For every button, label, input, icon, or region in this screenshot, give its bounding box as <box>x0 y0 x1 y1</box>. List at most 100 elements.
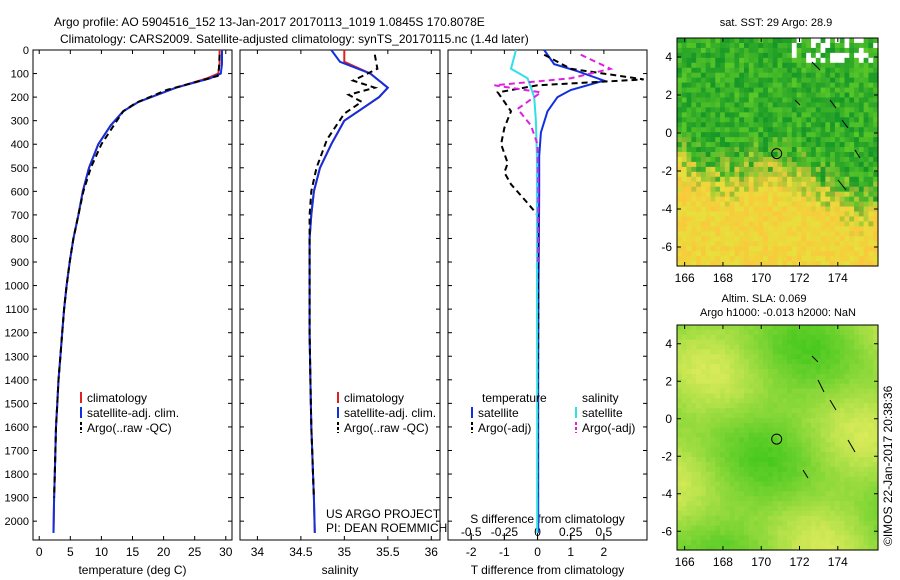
map-cell <box>820 226 826 232</box>
map-cell <box>772 432 779 439</box>
map-cell <box>696 383 702 390</box>
map-cell <box>767 142 774 148</box>
map-cell <box>758 417 764 424</box>
map-cell <box>796 226 803 232</box>
map-cell <box>724 241 731 247</box>
map-cell <box>758 142 764 148</box>
map-cell <box>767 520 774 527</box>
map-cell <box>787 256 793 262</box>
map-cell <box>705 62 712 69</box>
map-cell <box>834 216 841 222</box>
map-cell <box>782 142 788 148</box>
map-cell <box>715 378 721 385</box>
map-cell <box>801 364 807 370</box>
map-cell <box>854 466 860 473</box>
map-cell <box>782 408 788 414</box>
map-cell <box>705 102 712 108</box>
map-cell <box>758 246 764 252</box>
map-cell <box>705 221 712 227</box>
map-cell <box>686 496 692 502</box>
map-cell <box>744 501 750 507</box>
map-cell <box>777 226 783 232</box>
map-cell <box>811 471 817 478</box>
map-cell <box>681 369 688 375</box>
map-cell <box>744 471 750 478</box>
map-cell <box>839 486 846 492</box>
map-cell <box>753 142 759 148</box>
map-cell <box>858 137 865 143</box>
float-track <box>829 399 837 411</box>
y-tick-label: 0 <box>665 412 672 426</box>
map-cell <box>772 486 779 492</box>
map-cell <box>748 408 755 414</box>
map-cell <box>705 191 712 198</box>
map-cell <box>715 515 721 522</box>
map-cell <box>758 442 764 448</box>
map-cell <box>696 329 702 336</box>
map-cell <box>724 427 731 434</box>
map-cell <box>868 417 874 424</box>
map-cell <box>691 142 697 148</box>
map-cell <box>739 354 745 360</box>
map-cell <box>796 132 803 138</box>
map-cell <box>777 540 783 546</box>
map-cell <box>705 393 712 399</box>
map-cell <box>739 476 745 483</box>
map-cell <box>796 403 803 409</box>
map-cell <box>763 77 769 84</box>
map-cell <box>815 505 822 512</box>
map-cell <box>787 437 793 443</box>
map-cell <box>858 339 865 346</box>
map-cell <box>739 540 745 546</box>
map-cell <box>753 156 759 163</box>
map-cell <box>739 510 745 517</box>
x-axis-label: salinity <box>322 563 359 577</box>
map-cell <box>801 530 807 536</box>
map-cell <box>815 359 822 365</box>
map-cell <box>729 452 736 458</box>
map-cell <box>677 38 683 44</box>
map-cell <box>763 67 769 74</box>
map-cell <box>681 196 688 203</box>
map-cell <box>744 466 750 473</box>
map-cell <box>787 393 793 399</box>
map-cell <box>811 122 817 128</box>
map-cell <box>677 422 683 429</box>
map-cell <box>767 505 774 512</box>
map-cell <box>801 206 807 213</box>
map-cell <box>724 408 731 414</box>
map-cell <box>806 201 812 208</box>
map-cell <box>796 256 803 262</box>
map-cell <box>715 349 721 355</box>
map-cell <box>724 344 731 351</box>
map-cell <box>734 486 740 492</box>
map-cell <box>758 373 764 380</box>
map-cell <box>734 117 740 123</box>
map-cell <box>753 461 759 468</box>
map-cell <box>777 369 783 375</box>
map-cell <box>729 486 736 492</box>
map-cell <box>849 122 855 128</box>
map-cell <box>825 403 831 409</box>
map-cell <box>744 132 750 138</box>
map-cell <box>858 540 865 546</box>
map-cell <box>868 457 874 463</box>
map-cell <box>815 191 822 198</box>
map-cell <box>705 122 712 128</box>
map-cell <box>844 97 850 104</box>
map-cell <box>806 369 812 375</box>
map-cell <box>834 349 841 355</box>
map-cell <box>806 398 812 404</box>
map-cell <box>767 38 774 44</box>
map-cell <box>849 261 855 267</box>
map-cell <box>691 422 697 429</box>
map-cell <box>858 329 865 336</box>
map-cell <box>696 102 702 108</box>
map-cell <box>720 481 726 488</box>
map-cell <box>806 161 812 168</box>
map-cell <box>830 122 836 128</box>
map-cell <box>820 67 826 74</box>
map-cell <box>767 540 774 546</box>
map-cell <box>705 408 712 414</box>
map-cell <box>724 137 731 143</box>
